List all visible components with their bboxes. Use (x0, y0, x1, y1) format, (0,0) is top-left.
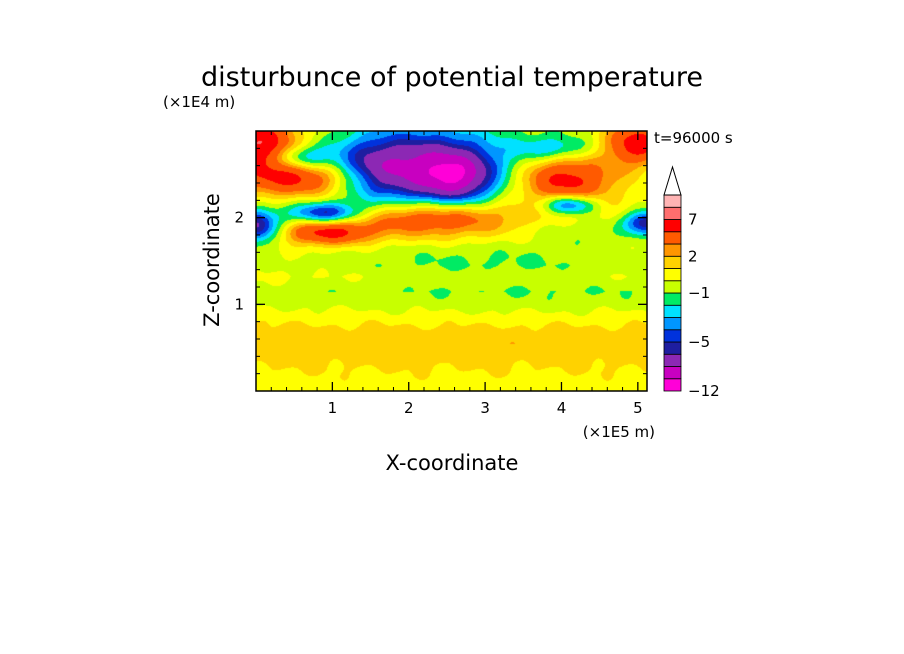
colorbar-label: 7 (688, 211, 698, 229)
colorbar-label: 2 (688, 247, 698, 265)
colorbar-box (663, 317, 682, 331)
y-unit-label: (×1E4 m) (163, 93, 235, 111)
contour-field (256, 131, 647, 391)
y-tick-label: 2 (234, 209, 244, 227)
colorbar-extend-arrow (663, 165, 682, 196)
x-tick-label: 5 (633, 399, 643, 417)
colorbar-box (663, 366, 682, 380)
y-axis: 12 (234, 147, 647, 375)
y-axis-label: Z-coordinate (200, 193, 224, 327)
colorbar-box (663, 378, 682, 392)
colorbar-box (663, 292, 682, 306)
chart-title: disturbunce of potential temperature (201, 62, 703, 93)
colorbar-box (663, 243, 682, 257)
x-tick-label: 1 (328, 399, 338, 417)
colorbar-box (663, 206, 682, 220)
y-tick-label: 1 (234, 295, 244, 313)
x-tick-label: 4 (557, 399, 567, 417)
plot-frame (255, 130, 648, 392)
x-unit-label: (×1E5 m) (583, 423, 655, 441)
colorbar-label: −5 (688, 333, 710, 351)
colorbar-box (663, 194, 682, 208)
x-tick-label: 3 (480, 399, 490, 417)
x-axis-label: X-coordinate (386, 451, 519, 475)
colorbar-box (663, 268, 682, 282)
colorbar-box (663, 304, 682, 318)
colorbar-box (663, 353, 682, 367)
colorbar-box (663, 280, 682, 294)
colorbar-box (663, 231, 682, 245)
colorbar-label: −12 (688, 382, 720, 400)
colorbar-box (663, 341, 682, 355)
colorbar: 7 2 −1 −5 −12 (663, 165, 720, 400)
colorbar-box (663, 255, 682, 269)
x-axis: 1 2 3 4 5 (270, 131, 643, 417)
colorbar-label: −1 (688, 284, 710, 302)
colorbar-box (663, 329, 682, 343)
time-label: t=96000 s (654, 129, 733, 147)
x-tick-label: 2 (404, 399, 414, 417)
colorbar-box (663, 219, 682, 233)
